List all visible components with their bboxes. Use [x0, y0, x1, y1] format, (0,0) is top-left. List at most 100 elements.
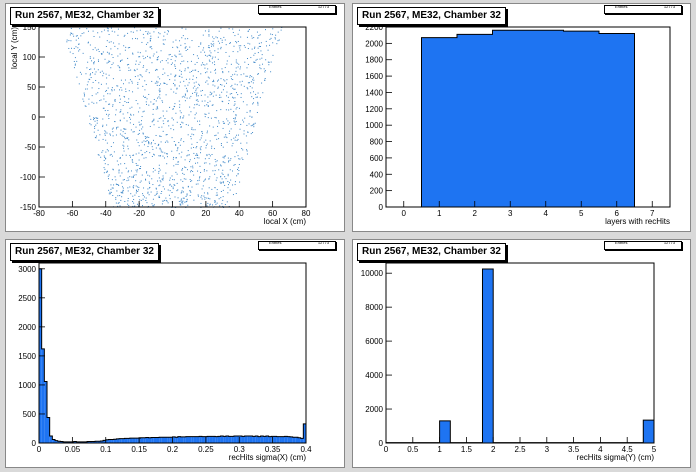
scatter-point [100, 156, 102, 158]
scatter-point [102, 118, 104, 120]
scatter-point [106, 62, 108, 64]
scatter-point [146, 172, 148, 174]
scatter-point [169, 190, 171, 192]
scatter-point [246, 104, 248, 106]
scatter-point [240, 123, 242, 125]
stats-box: Entries 12773 [258, 4, 336, 14]
scatter-point [153, 153, 155, 155]
scatter-point [192, 167, 194, 169]
scatter-point [204, 100, 206, 102]
scatter-point [133, 174, 135, 176]
scatter-point [114, 31, 116, 33]
x-tick-label: 0 [170, 209, 175, 218]
scatter-point [133, 154, 135, 156]
scatter-point [121, 192, 123, 194]
scatter-point [110, 41, 112, 43]
scatter-point [104, 134, 106, 136]
x-tick-label: 1 [437, 209, 442, 218]
histogram-bar [68, 441, 72, 443]
scatter-point [128, 69, 130, 71]
scatter-point [213, 148, 215, 150]
scatter-point [160, 141, 162, 143]
scatter-point [204, 116, 206, 118]
scatter-point [207, 76, 209, 78]
scatter-point [135, 185, 137, 187]
histogram-bar [129, 438, 133, 443]
scatter-point [169, 198, 171, 200]
scatter-point [175, 55, 177, 57]
scatter-point [238, 45, 240, 47]
scatter-point [259, 97, 261, 99]
scatter-point [141, 116, 143, 118]
scatter-point [199, 147, 201, 149]
scatter-point [159, 91, 161, 93]
scatter-point [105, 83, 107, 85]
scatter-point [155, 69, 157, 71]
scatter-point [188, 114, 190, 116]
chart-title: Run 2567, ME32, Chamber 32 [357, 243, 506, 261]
scatter-point [119, 102, 121, 104]
scatter-point [249, 110, 251, 112]
scatter-point [208, 112, 210, 114]
scatter-point [122, 113, 124, 115]
scatter-point [152, 108, 154, 110]
scatter-point [179, 144, 181, 146]
scatter-point [234, 117, 236, 119]
scatter-point [176, 190, 178, 192]
scatter-point [179, 104, 181, 106]
scatter-point [124, 49, 126, 51]
scatter-point [103, 107, 105, 109]
scatter-point [266, 45, 268, 47]
scatter-point [189, 190, 191, 192]
scatter-point [89, 56, 91, 58]
scatter-point [149, 175, 151, 177]
scatter-point [152, 171, 154, 173]
scatter-point [127, 177, 129, 179]
scatter-point [97, 32, 99, 34]
scatter-point [140, 149, 142, 151]
scatter-point [111, 90, 113, 92]
scatter-point [220, 176, 222, 178]
scatter-point [137, 169, 139, 171]
scatter-point [119, 157, 121, 159]
scatter-point [231, 145, 233, 147]
y-axis-label: local Y (cm) [10, 27, 19, 69]
scatter-point [204, 158, 206, 160]
scatter-point [246, 142, 248, 144]
scatter-point [216, 177, 218, 179]
scatter-point [123, 45, 125, 47]
scatter-point [251, 96, 253, 98]
scatter-point [239, 68, 241, 70]
scatter-point [222, 101, 224, 103]
scatter-point [68, 40, 70, 42]
scatter-point [239, 81, 241, 83]
scatter-point [245, 135, 247, 137]
scatter-point [145, 84, 147, 86]
scatter-point [139, 181, 141, 183]
scatter-point [127, 197, 129, 199]
scatter-point [112, 78, 114, 80]
scatter-point [108, 53, 110, 55]
scatter-point [247, 48, 249, 50]
scatter-point [96, 120, 98, 122]
scatter-point [257, 104, 259, 106]
y-tick-label: 2200 [365, 23, 383, 32]
scatter-point [167, 75, 169, 77]
scatter-point [132, 52, 134, 54]
scatter-point [136, 38, 138, 40]
scatter-point [168, 194, 170, 196]
scatter-point [222, 173, 224, 175]
scatter-point [115, 198, 117, 200]
scatter-point [145, 178, 147, 180]
scatter-point [143, 110, 145, 112]
scatter-point [80, 73, 82, 75]
scatter-point [240, 84, 242, 86]
scatter-point [208, 54, 210, 56]
scatter-point [103, 167, 105, 169]
scatter-point [195, 69, 197, 71]
scatter-point [106, 27, 108, 29]
scatter-point [220, 46, 222, 48]
scatter-point [280, 29, 282, 31]
scatter-point [173, 141, 175, 143]
scatter-point [230, 139, 232, 141]
